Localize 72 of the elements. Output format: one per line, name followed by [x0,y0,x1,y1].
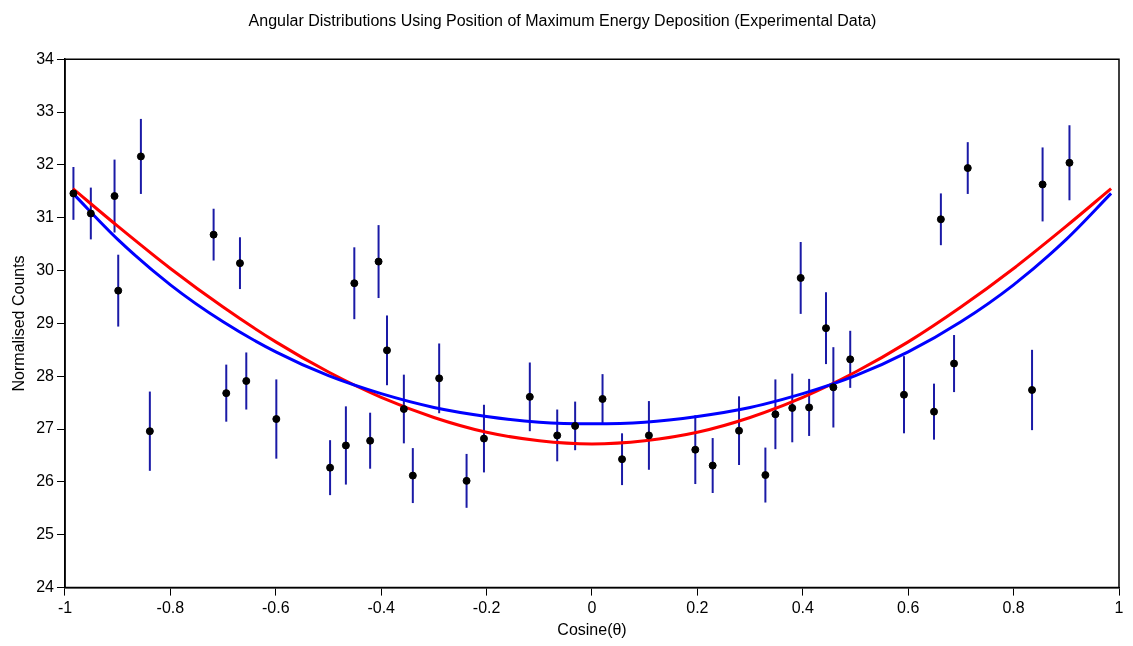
point [462,476,471,485]
x-tick-label: 1 [1114,598,1124,616]
point [618,455,627,464]
point [399,405,408,413]
point [821,324,830,333]
point [963,164,972,173]
point [771,410,780,419]
y-tick-label: 32 [36,155,55,173]
y-tick-label: 29 [36,313,55,331]
point [571,421,580,430]
point [708,461,717,470]
point [242,377,251,385]
point [86,209,95,218]
x-tick-label: -0.6 [262,598,290,616]
point [145,427,154,436]
y-tick-label: 30 [36,260,55,278]
point [1065,158,1074,167]
y-tick-label: 25 [36,525,55,543]
point [796,273,805,282]
x-tick-label: 0.4 [791,598,815,616]
point [341,441,350,450]
x-tick-label: -0.4 [367,598,396,616]
y-tick-label: 26 [36,472,55,490]
point [209,230,218,239]
point [644,431,653,440]
y-tick-label: 31 [36,208,55,226]
point [222,389,231,398]
point [598,394,607,403]
point [350,279,359,288]
x-tick-label: 0.2 [686,598,709,616]
point [1038,180,1047,189]
x-tick-label: 0.8 [1002,598,1025,616]
y-tick-label: 24 [36,578,55,596]
point [846,355,855,364]
point [374,257,383,266]
x-tick-label: -0.2 [472,598,501,616]
y-tick-label: 27 [36,419,55,437]
y-tick-label: 28 [36,366,55,384]
point [479,434,488,443]
x-tick-label: -1 [57,598,73,616]
point [735,426,744,435]
point [326,463,335,472]
point [383,346,391,355]
point [272,415,281,424]
point [136,152,145,161]
point [114,286,123,295]
point [788,403,797,412]
point [435,374,444,383]
point [930,407,939,416]
point [950,359,959,368]
x-axis-title: Cosine(θ) [557,620,627,638]
y-axis-title: Normalised Counts [10,255,28,392]
x-tick-label: 0 [587,598,597,616]
point [366,436,375,445]
point [805,403,814,412]
x-tick-label: -0.8 [156,598,185,616]
point [936,215,945,224]
point [235,259,244,268]
point [553,431,562,440]
point [110,192,119,201]
chart-title: Angular Distributions Using Position of Maximum Energy Deposition (Experimental Data) [248,12,877,30]
point [408,471,417,480]
point [1028,385,1037,394]
point [69,189,78,198]
point [525,392,534,401]
x-tick-label: 0.6 [897,598,920,616]
y-tick-label: 33 [36,102,55,120]
point [899,390,908,399]
point [691,445,700,454]
point [761,471,770,480]
point [829,383,838,392]
y-tick-label: 34 [36,49,55,67]
